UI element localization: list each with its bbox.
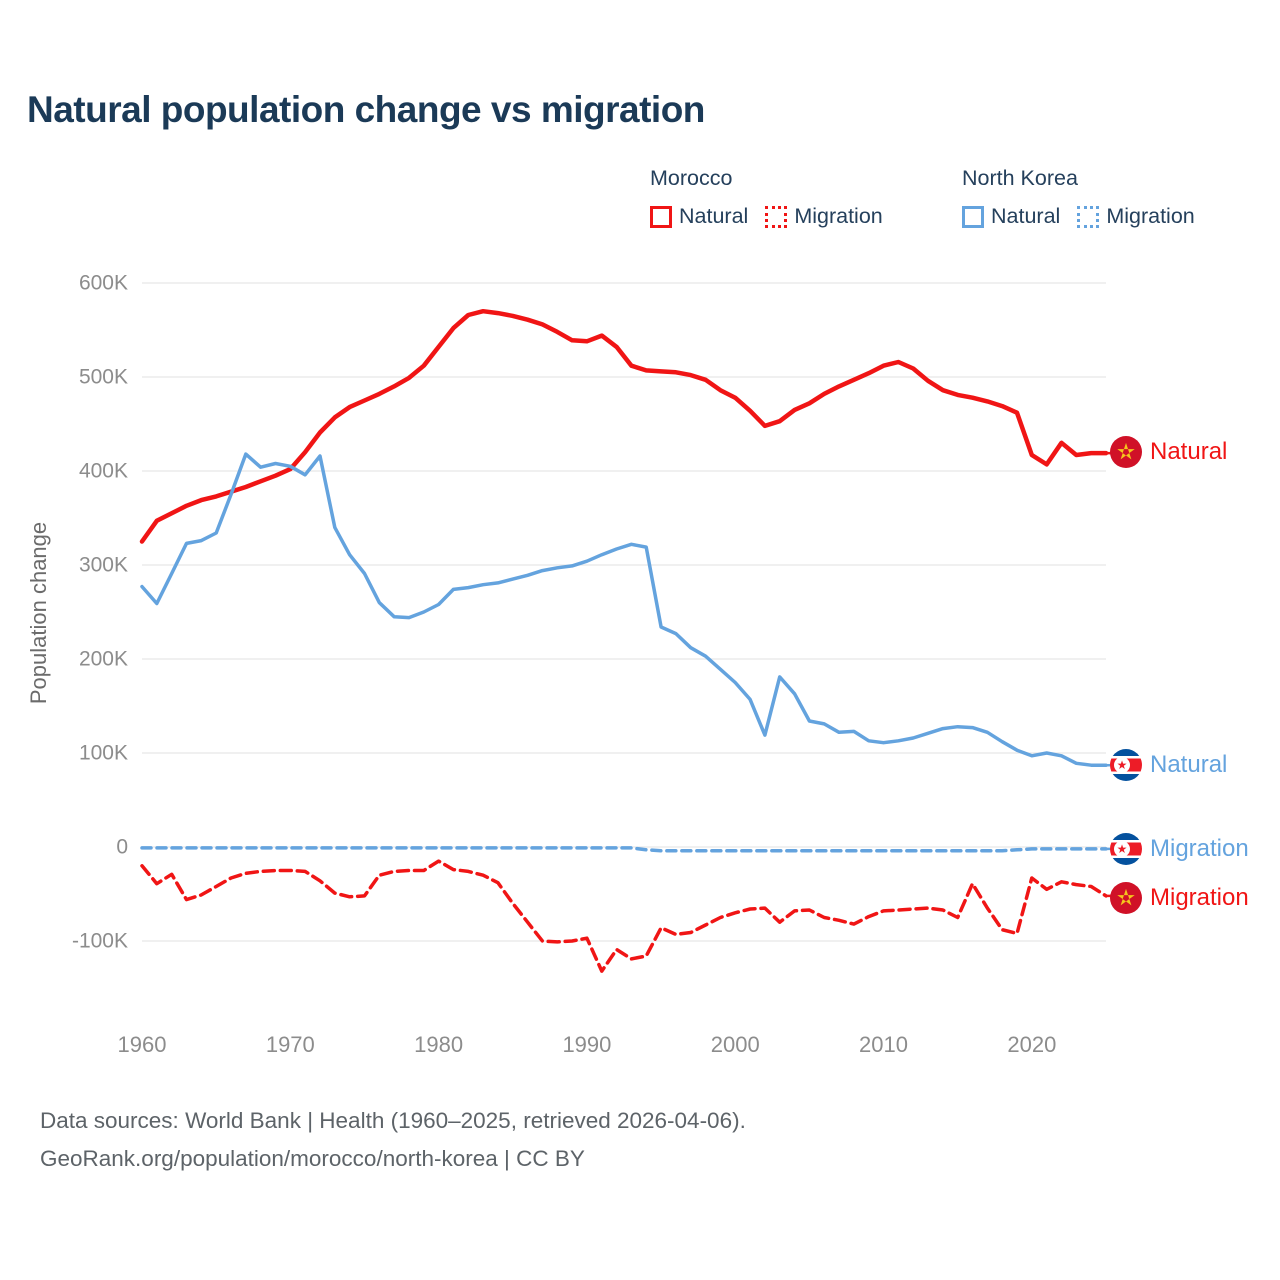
flag-disc: ★ <box>1114 841 1130 857</box>
star-icon: ★ <box>1116 758 1128 772</box>
legend-item-label: Natural <box>679 204 749 228</box>
legend-item-label: Natural <box>991 204 1061 228</box>
x-tick-label: 2010 <box>859 1032 908 1057</box>
flag-disc: ★ <box>1114 757 1130 773</box>
legend-item-north-korea-natural: Natural <box>962 204 1060 229</box>
y-tick-label: 400K <box>79 460 128 483</box>
legend-item-label: Migration <box>794 204 883 228</box>
legend-row: Natural Migration <box>650 204 883 229</box>
x-tick-label: 2000 <box>711 1032 760 1057</box>
north-korea-migration-line <box>140 846 1108 853</box>
x-tick-label: 1990 <box>562 1032 611 1057</box>
y-tick-label: -100K <box>72 930 128 953</box>
x-tick-label: 1980 <box>414 1032 463 1057</box>
y-tick-label: 600K <box>79 272 128 295</box>
star-icon <box>1117 888 1135 906</box>
page-title: Natural population change vs migration <box>27 89 705 130</box>
morocco-migration-line <box>140 859 1108 973</box>
legend-country-morocco: Morocco <box>650 166 733 190</box>
legend-group-north-korea: North Korea Natural Migration <box>962 166 1195 229</box>
legend-item-morocco-migration: Migration <box>765 204 883 229</box>
legend-country-north-korea: North Korea <box>962 166 1078 190</box>
morocco-flag-icon <box>1110 882 1142 914</box>
series-end-label: Migration <box>1150 884 1249 911</box>
star-icon <box>1117 442 1135 460</box>
north-korea-flag-icon: ★ <box>1110 833 1142 865</box>
morocco-natural-line <box>139 308 1109 544</box>
y-tick-label: 200K <box>79 648 128 671</box>
y-axis-title: Population change <box>26 522 51 704</box>
star-icon: ★ <box>1116 842 1128 856</box>
series-label-morocco-migration: Migration <box>1110 882 1249 914</box>
x-tick-label: 1960 <box>118 1032 167 1057</box>
footer-data-sources: Data sources: World Bank | Health (1960–… <box>40 1108 746 1133</box>
y-tick-label: 300K <box>79 554 128 577</box>
x-tick-label: 2020 <box>1007 1032 1056 1057</box>
y-tick-label: 500K <box>79 366 128 389</box>
dashed-line-swatch-icon <box>765 205 788 228</box>
dashed-line-swatch-icon <box>1077 205 1100 228</box>
legend-item-label: Migration <box>1106 204 1195 228</box>
series-label-morocco-natural: Natural <box>1110 436 1227 468</box>
y-tick-label: 100K <box>79 742 128 765</box>
y-tick-label: 0 <box>116 836 128 859</box>
footer-attribution: GeoRank.org/population/morocco/north-kor… <box>40 1146 585 1171</box>
solid-line-swatch-icon <box>962 205 984 228</box>
legend-item-morocco-natural: Natural <box>650 204 748 229</box>
north-korea-flag-icon: ★ <box>1110 749 1142 781</box>
north-korea-natural-line <box>140 452 1108 767</box>
series-label-north-korea-migration: ★ Migration <box>1110 833 1249 865</box>
series-label-north-korea-natural: ★ Natural <box>1110 749 1227 781</box>
morocco-flag-icon <box>1110 436 1142 468</box>
legend-row: Natural Migration <box>962 204 1195 229</box>
series-end-label: Migration <box>1150 835 1249 862</box>
solid-line-swatch-icon <box>650 205 672 228</box>
series-end-label: Natural <box>1150 751 1228 778</box>
legend-group-morocco: Morocco Natural Migration <box>650 166 883 229</box>
legend-item-north-korea-migration: Migration <box>1077 204 1195 229</box>
x-tick-label: 1970 <box>266 1032 315 1057</box>
series-end-label: Natural <box>1150 438 1228 465</box>
